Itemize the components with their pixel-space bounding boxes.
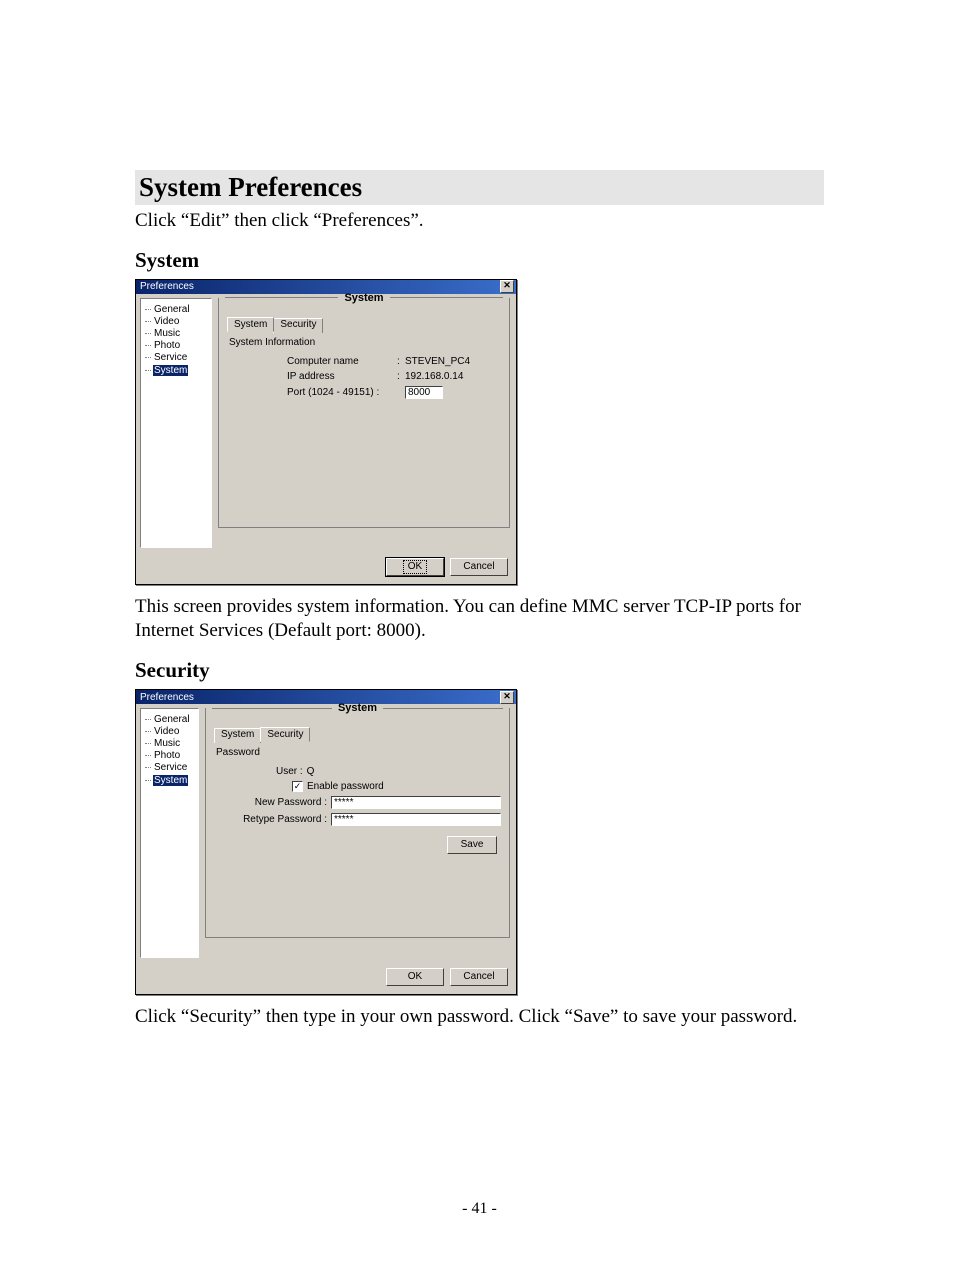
- new-password-label: New Password :: [232, 797, 331, 808]
- security-caption: Click “Security” then type in your own p…: [135, 1005, 824, 1030]
- tree-item-system[interactable]: System: [153, 365, 188, 376]
- tree-item-general[interactable]: General: [153, 304, 209, 315]
- nav-tree[interactable]: General Video Music Photo Service System: [140, 708, 199, 958]
- preferences-dialog-system: Preferences ✕ General Video Music Photo …: [135, 279, 517, 585]
- section-label: System Information: [229, 337, 501, 348]
- enable-password-label: Enable password: [307, 781, 384, 792]
- tree-item-system[interactable]: System: [153, 775, 188, 786]
- ip-label: IP address: [287, 371, 397, 382]
- user-label: User :: [276, 766, 303, 777]
- groupbox-title: System: [206, 702, 509, 714]
- computer-name-value: STEVEN_PC4: [405, 356, 470, 367]
- intro-text: Click “Edit” then click “Preferences”.: [135, 209, 824, 234]
- section-system-heading: System: [135, 248, 824, 273]
- system-groupbox: System System Security Password User : Q…: [205, 708, 510, 938]
- groupbox-title: System: [219, 292, 509, 304]
- titlebar-text: Preferences: [140, 692, 194, 703]
- page-title: System Preferences: [135, 170, 824, 205]
- ip-value: 192.168.0.14: [405, 371, 463, 382]
- enable-password-checkbox[interactable]: ✓: [292, 781, 303, 792]
- tree-item-video[interactable]: Video: [153, 316, 209, 327]
- titlebar-text: Preferences: [140, 281, 194, 292]
- tab-bar: System Security: [214, 726, 501, 741]
- tab-security[interactable]: Security: [273, 318, 323, 333]
- tab-system[interactable]: System: [227, 317, 274, 332]
- page-number: - 41 -: [135, 1200, 824, 1218]
- system-caption: This screen provides system information.…: [135, 595, 824, 644]
- preferences-dialog-security: Preferences ✕ General Video Music Photo …: [135, 689, 517, 995]
- system-groupbox: System System Security System Informatio…: [218, 298, 510, 528]
- tree-item-photo[interactable]: Photo: [153, 340, 209, 351]
- retype-password-input[interactable]: [331, 813, 501, 826]
- computer-name-label: Computer name: [287, 356, 397, 367]
- tree-item-service[interactable]: Service: [153, 762, 196, 773]
- user-value: Q: [307, 766, 315, 777]
- cancel-button[interactable]: Cancel: [450, 558, 508, 576]
- tab-system[interactable]: System: [214, 728, 261, 743]
- tree-item-music[interactable]: Music: [153, 738, 196, 749]
- section-label: Password: [216, 747, 501, 758]
- port-label: Port (1024 - 49151) :: [287, 387, 405, 398]
- new-password-input[interactable]: [331, 796, 501, 809]
- save-button[interactable]: Save: [447, 836, 497, 854]
- tab-security[interactable]: Security: [260, 727, 310, 742]
- tree-item-general[interactable]: General: [153, 714, 196, 725]
- port-input[interactable]: [405, 386, 443, 399]
- tab-bar: System Security: [227, 316, 501, 331]
- cancel-button[interactable]: Cancel: [450, 968, 508, 986]
- nav-tree[interactable]: General Video Music Photo Service System: [140, 298, 212, 548]
- tree-item-photo[interactable]: Photo: [153, 750, 196, 761]
- ok-button[interactable]: OK: [386, 558, 444, 576]
- retype-password-label: Retype Password :: [232, 814, 331, 825]
- tree-item-music[interactable]: Music: [153, 328, 209, 339]
- tree-item-service[interactable]: Service: [153, 352, 209, 363]
- tree-item-video[interactable]: Video: [153, 726, 196, 737]
- section-security-heading: Security: [135, 658, 824, 683]
- ok-button[interactable]: OK: [386, 968, 444, 986]
